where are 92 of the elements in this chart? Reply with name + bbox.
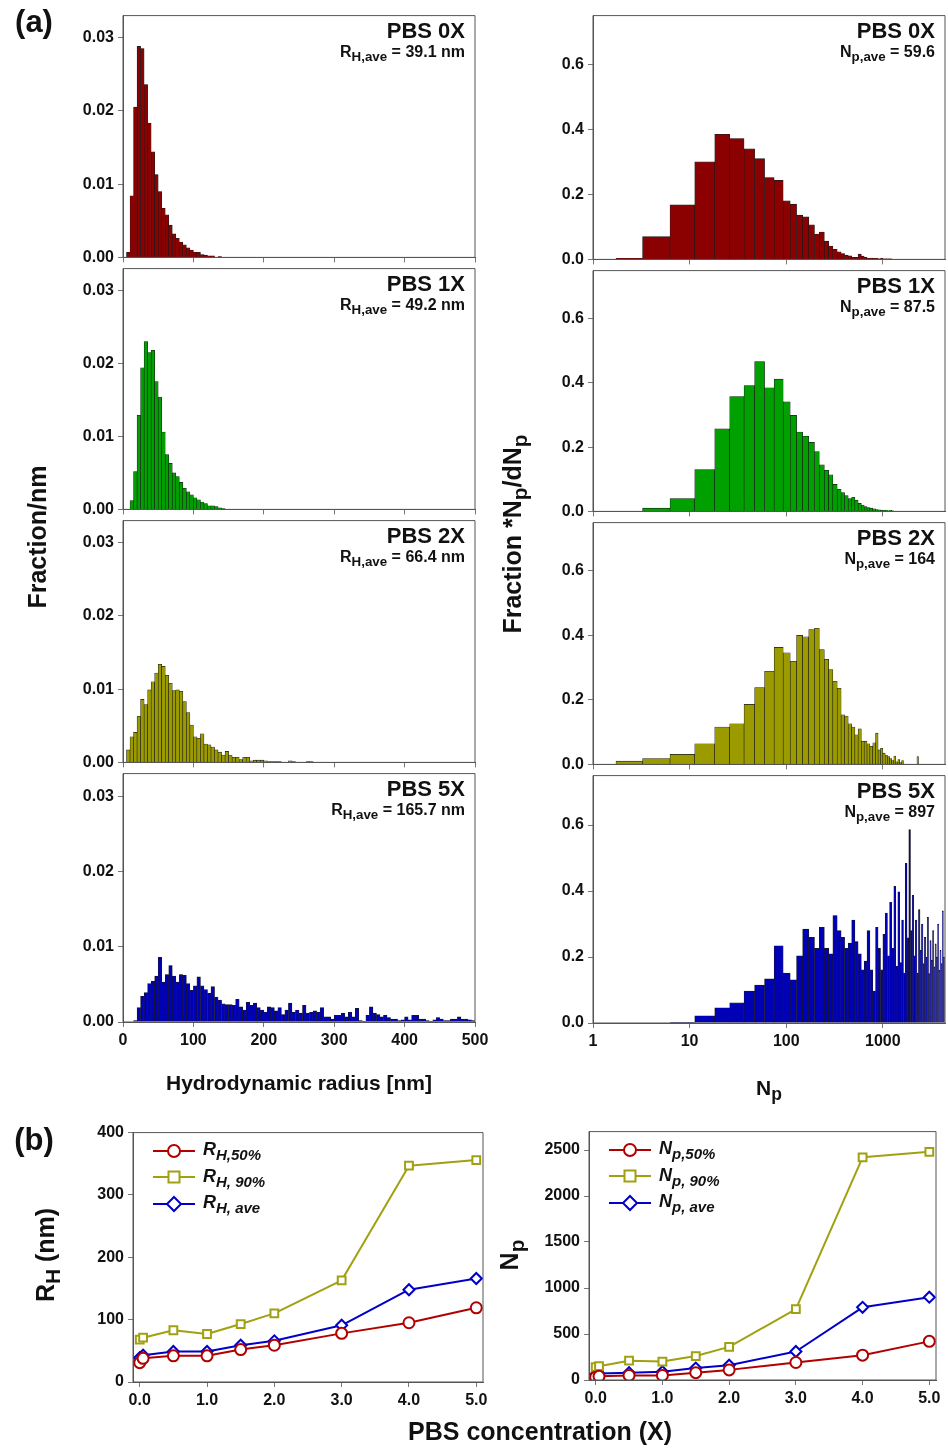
- y-tick-label: 0.2: [561, 184, 585, 202]
- y-tick-label: 0.2: [561, 690, 585, 708]
- x-tick-label: 3.0: [784, 1389, 808, 1407]
- y-tick-label: 0.2: [561, 437, 585, 455]
- y-tick-label: 0.0: [561, 1013, 585, 1031]
- annotation: PBS 1X: [386, 271, 465, 297]
- x-tick-label: 200: [250, 1031, 278, 1049]
- x-tick-label: 4.0: [851, 1389, 874, 1407]
- annotation: PBS 1X: [856, 273, 935, 299]
- y-tick-label: 0.01: [82, 426, 115, 444]
- x-tick-label: 0.0: [128, 1391, 151, 1409]
- y-tick-label: 0: [115, 1372, 125, 1390]
- annotation: R$_{H,ave}$ = 49.2 nm: [340, 296, 465, 318]
- x-tick-label: 1000: [865, 1032, 901, 1050]
- y-tick-label: 1000: [544, 1278, 581, 1296]
- x-tick-label: 2.0: [718, 1389, 741, 1407]
- annotation: R$_{H,ave}$ = 66.4 nm: [340, 548, 465, 570]
- legend-label: R$_{H,50%}$: [203, 1139, 262, 1163]
- y-tick-label: 0.4: [561, 119, 585, 137]
- y-tick-label: 0.4: [561, 881, 585, 899]
- x-tick-label: 4.0: [397, 1391, 421, 1409]
- annotation: N$_{p,ave}$ = 897: [844, 803, 935, 825]
- y-tick-label: 0.03: [82, 786, 115, 804]
- chart-title: (a): [15, 3, 53, 40]
- y-tick-label: 0.03: [82, 280, 115, 298]
- legend-label: N$_{p, 90%}$: [659, 1164, 720, 1189]
- x-tick-label: 400: [391, 1031, 419, 1049]
- y-tick-label: 0.01: [82, 174, 115, 192]
- legend-label: N$_{p, ave}$: [659, 1191, 715, 1215]
- x-tick-label: 0.0: [584, 1389, 607, 1407]
- y-tick-label: 0.4: [561, 625, 585, 643]
- y-axis-title: Fraction/nm: [23, 465, 52, 609]
- x-tick-label: 10: [680, 1032, 699, 1050]
- annotation: R$_{H,ave}$ = 165.7 nm: [331, 801, 465, 823]
- x-tick-label: 500: [461, 1031, 489, 1049]
- x-axis-title: N$_{p}$: [756, 1075, 782, 1105]
- y-tick-label: 0.0: [561, 501, 585, 519]
- y-tick-label: 0.00: [82, 247, 115, 265]
- y-tick-label: 100: [97, 1310, 125, 1328]
- y-tick-label: 200: [97, 1247, 125, 1265]
- annotation: PBS 0X: [856, 18, 935, 44]
- annotation: PBS 2X: [856, 525, 935, 551]
- y-tick-label: 0.02: [82, 861, 115, 879]
- x-tick-label: 1.0: [651, 1389, 674, 1407]
- x-tick-label: 3.0: [330, 1391, 353, 1409]
- annotation: R$_{H,ave}$ = 39.1 nm: [340, 43, 465, 65]
- y-tick-label: 0.03: [82, 532, 115, 550]
- x-axis-title: Hydrodynamic radius [nm]: [165, 1071, 433, 1095]
- x-axis-title: PBS concentration (X): [408, 1417, 672, 1446]
- y-tick-label: 0.2: [561, 947, 585, 965]
- x-tick-label: 100: [180, 1031, 207, 1049]
- x-tick-label: 2.0: [263, 1391, 286, 1409]
- legend-label: R$_{H, ave}$: [203, 1192, 261, 1216]
- y-tick-label: 2000: [544, 1186, 581, 1204]
- y-tick-label: 0: [571, 1370, 581, 1388]
- annotation: N$_{p,ave}$ = 87.5: [839, 298, 935, 320]
- y-tick-label: 0.0: [561, 754, 585, 772]
- y-tick-label: 0.6: [561, 309, 585, 327]
- annotation: PBS 2X: [386, 523, 465, 549]
- y-tick-label: 1500: [544, 1232, 581, 1250]
- y-tick-label: 0.02: [82, 101, 115, 119]
- chart-title: (b): [14, 1121, 54, 1158]
- legend-label: N$_{p,50%}$: [659, 1138, 716, 1162]
- x-tick-label: 5.0: [918, 1389, 941, 1407]
- y-tick-label: 2500: [544, 1140, 581, 1158]
- x-tick-label: 1: [588, 1032, 598, 1050]
- y-tick-label: 0.02: [82, 606, 115, 624]
- y-tick-label: 0.00: [82, 499, 115, 517]
- annotation: PBS 5X: [386, 776, 465, 802]
- x-tick-label: 100: [772, 1032, 800, 1050]
- annotation: N$_{p,ave}$ = 59.6: [839, 43, 935, 65]
- y-tick-label: 500: [553, 1324, 581, 1342]
- x-tick-label: 300: [320, 1031, 348, 1049]
- x-tick-label: 5.0: [465, 1391, 488, 1409]
- y-tick-label: 0.6: [561, 54, 585, 72]
- y-tick-label: 0.4: [561, 373, 585, 391]
- y-tick-label: 300: [97, 1185, 125, 1203]
- y-tick-label: 0.01: [82, 937, 115, 955]
- legend-label: R$_{H, 90%}$: [203, 1165, 266, 1190]
- y-tick-label: 0.6: [561, 815, 585, 833]
- annotation: N$_{p,ave}$ = 164: [844, 550, 935, 572]
- y-tick-label: 0.00: [82, 1012, 115, 1030]
- annotation: PBS 0X: [386, 18, 465, 44]
- y-tick-label: 0.0: [561, 249, 585, 267]
- y-tick-label: 0.02: [82, 353, 115, 371]
- y-tick-label: 0.00: [82, 752, 115, 770]
- annotation: PBS 5X: [856, 778, 935, 804]
- x-tick-label: 1.0: [195, 1391, 219, 1409]
- y-tick-label: 0.01: [82, 679, 115, 697]
- y-tick-label: 400: [97, 1123, 125, 1141]
- y-tick-label: 0.03: [82, 27, 115, 45]
- y-tick-label: 0.6: [561, 561, 585, 579]
